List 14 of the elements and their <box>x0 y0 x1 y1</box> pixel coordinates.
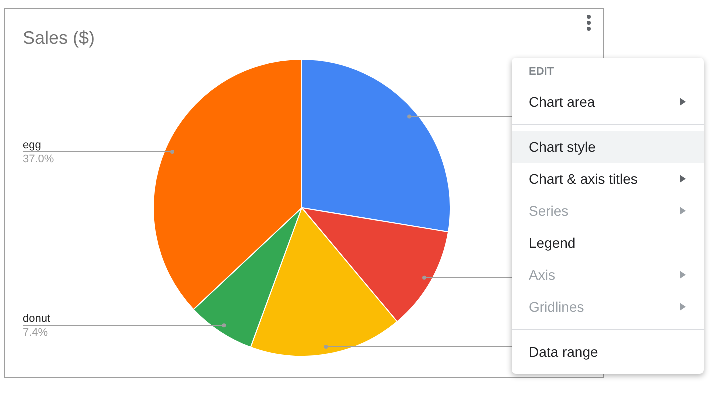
text: Gridlines <box>528 298 586 317</box>
slice-label: egg <box>23 140 42 152</box>
text: Data range <box>528 343 600 362</box>
text: Axis <box>528 266 556 285</box>
data-label: 7.4% <box>23 327 48 340</box>
text: Chart style <box>512 131 704 163</box>
text: Legend <box>528 234 577 253</box>
text: Chart & axis titles <box>528 170 639 189</box>
chart-title: Sales ($) <box>23 28 96 48</box>
text: Chart area <box>528 93 596 112</box>
text: Series <box>528 202 570 221</box>
text: EDIT <box>528 65 556 80</box>
slice-label: donut <box>23 313 51 326</box>
data-label: 37.0% <box>23 154 54 166</box>
